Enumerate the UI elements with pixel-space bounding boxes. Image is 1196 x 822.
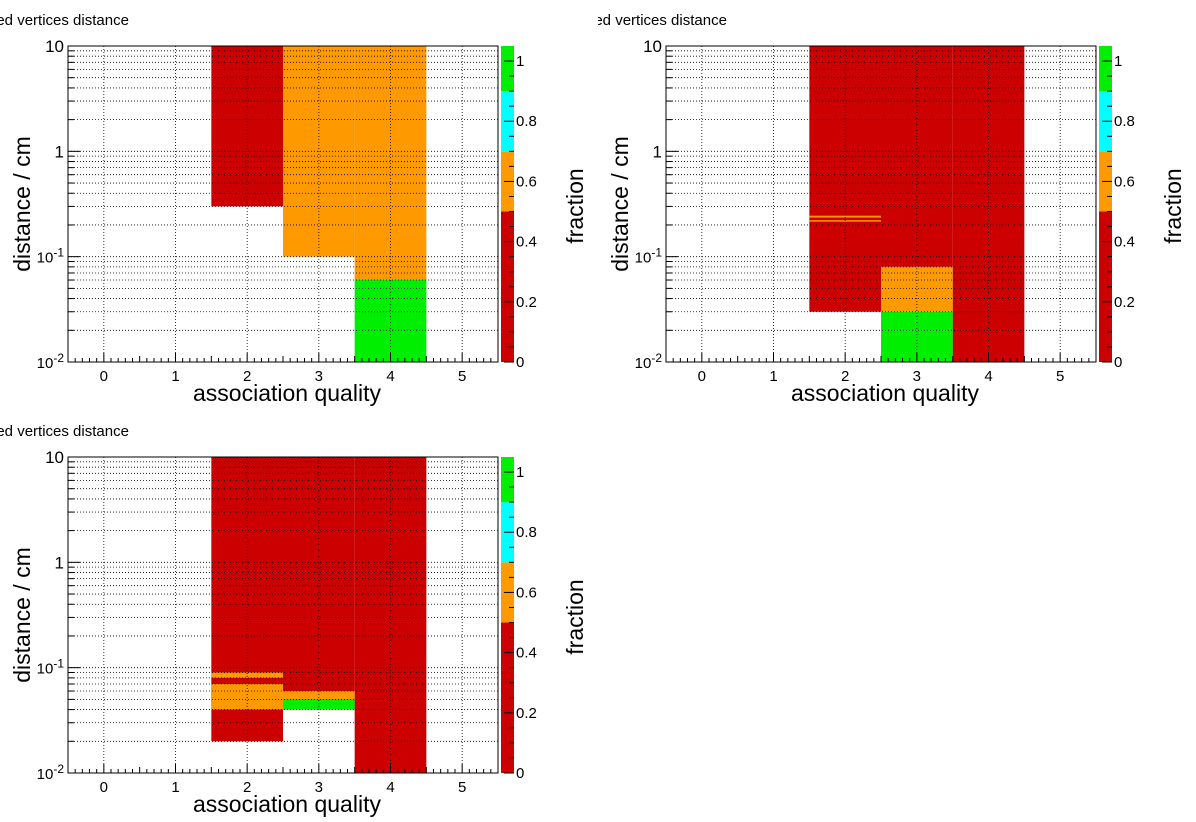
z-axis-label: fraction: [562, 168, 588, 243]
color-scale-ticks: [1102, 60, 1112, 363]
x-tick-label: 4: [984, 368, 992, 385]
x-tick-label: 3: [315, 779, 323, 796]
color-scale-band: [1099, 211, 1112, 362]
z-tick-label: 0.8: [516, 524, 537, 541]
y-tick-label: 1: [653, 142, 662, 161]
z-tick-label: 0.4: [1114, 234, 1135, 251]
x-tick-label: 1: [171, 368, 179, 385]
y-tick-label: 10: [45, 448, 64, 467]
z-tick-label: 0.8: [516, 113, 537, 130]
x-axis-label: association quality: [791, 380, 979, 406]
heatmap-cell: [283, 699, 355, 710]
z-tick-label: 0.4: [516, 234, 537, 251]
chart-title: ned vertices distance: [598, 12, 727, 29]
x-tick-label: 5: [458, 779, 466, 796]
y-tick-label: 1: [55, 142, 64, 161]
z-tick-label: 0.2: [516, 294, 537, 311]
z-tick-label: 0.8: [1114, 113, 1135, 130]
heatmap-cell: [283, 691, 355, 700]
z-tick-label: 0.4: [516, 645, 537, 662]
y-axis-label: distance / cm: [9, 547, 35, 683]
z-tick-label: 0.6: [1114, 173, 1135, 190]
y-tick-label: 10-2: [635, 351, 663, 372]
y-axis-label: distance / cm: [9, 136, 35, 272]
x-tick-label: 2: [243, 779, 251, 796]
y-tick-label: 10: [45, 37, 64, 56]
axis-ticks: [67, 45, 499, 363]
x-tick-label: 0: [100, 368, 108, 385]
chart-title: ned vertices distance: [0, 423, 129, 440]
z-tick-label: 0.2: [516, 705, 537, 722]
x-tick-label: 1: [171, 779, 179, 796]
z-tick-label: 0: [516, 765, 524, 782]
heatmap-cell: [881, 311, 953, 331]
y-tick-label: 10-2: [37, 351, 65, 372]
color-scale-band: [501, 211, 514, 362]
x-tick-label: 2: [841, 368, 849, 385]
x-tick-label: 4: [386, 779, 394, 796]
heatmap-cell: [809, 215, 881, 218]
heatmap-cell: [211, 46, 283, 207]
x-axis-label: association quality: [193, 380, 381, 406]
color-scale-band: [501, 46, 514, 92]
x-tick-label: 0: [100, 779, 108, 796]
heatmap-panel-2: ned vertices distance 0 1 2 3 4 5 10-2 10-1 1 10 a…: [598, 0, 1196, 411]
color-scale-band: [501, 457, 514, 503]
z-tick-label: 0.6: [516, 584, 537, 601]
x-tick-label: 3: [315, 368, 323, 385]
color-scale-ticks: [504, 60, 514, 363]
x-tick-label: 2: [243, 368, 251, 385]
x-tick-label: 5: [458, 368, 466, 385]
z-tick-label: 1: [516, 53, 524, 70]
x-tick-label: 4: [386, 368, 394, 385]
x-tick-label: 3: [913, 368, 921, 385]
z-tick-label: 0: [516, 354, 524, 371]
x-axis-label: association quality: [193, 791, 381, 817]
heatmap-cell: [211, 672, 283, 678]
color-scale-band: [1099, 46, 1112, 92]
x-tick-label: 0: [698, 368, 706, 385]
axis-ticks: [665, 45, 1097, 363]
heatmap-cell: [354, 457, 427, 773]
y-axis-label: distance / cm: [607, 136, 633, 272]
z-tick-label: 1: [1114, 53, 1122, 70]
z-tick-label: 1: [516, 464, 524, 481]
heatmap-cell: [952, 46, 1025, 362]
color-scale-ticks: [504, 471, 514, 774]
y-tick-label: 10: [643, 37, 662, 56]
z-tick-label: 0: [1114, 354, 1122, 371]
axis-ticks: [67, 456, 499, 774]
z-tick-label: 0.6: [516, 173, 537, 190]
y-tick-label: 10-2: [37, 762, 65, 783]
y-tick-label: 10-1: [37, 246, 65, 267]
heatmap-panel-1: ned vertices distance 0 1 2 3 4 5 10-2 10-1 1 10 a…: [0, 0, 598, 411]
heatmap-panel-3: ned vertices distance 0 1 2 3 4 5 10-2 10-1 1 10 a…: [0, 411, 598, 822]
chart-title: ned vertices distance: [0, 12, 129, 29]
z-axis-label: fraction: [1160, 168, 1186, 243]
y-tick-label: 10-1: [37, 657, 65, 678]
x-tick-label: 5: [1056, 368, 1064, 385]
y-tick-label: 10-1: [635, 246, 663, 267]
heatmap-cell: [211, 683, 283, 710]
color-scale-band: [501, 622, 514, 773]
z-axis-label: fraction: [562, 579, 588, 654]
y-tick-label: 1: [55, 553, 64, 572]
z-tick-label: 0.2: [1114, 294, 1135, 311]
x-tick-label: 1: [769, 368, 777, 385]
heatmap-cell: [354, 280, 427, 362]
